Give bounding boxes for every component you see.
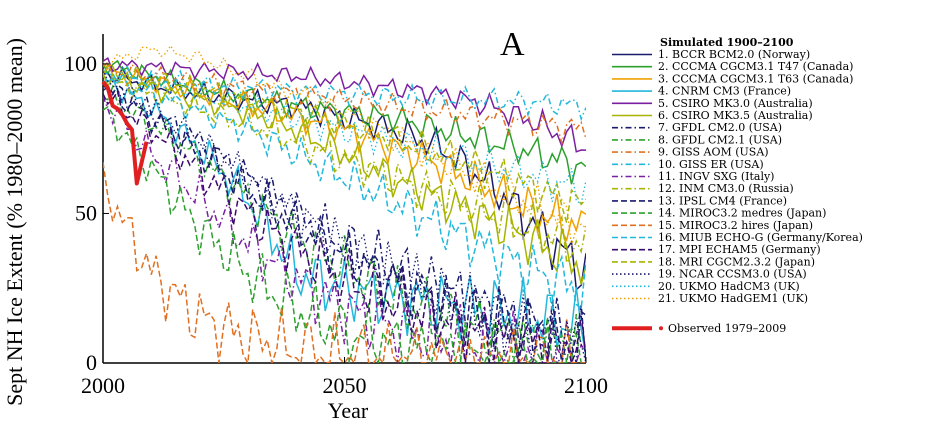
legend-marker-observed — [659, 326, 663, 331]
legend-entry: 1. BCCR BCM2.0 (Norway) — [658, 48, 810, 61]
legend-entry: 6. CSIRO MK3.5 (Australia) — [658, 109, 813, 122]
series-line — [103, 65, 586, 205]
legend-entry: 2. CCCMA CGCM3.1 T47 (Canada) — [658, 60, 853, 73]
legend-entry: 12. INM CM3.0 (Russia) — [658, 182, 794, 195]
series-line — [103, 105, 586, 363]
series-line — [103, 89, 586, 363]
x-axis-title: Year — [328, 398, 369, 423]
x-tick-label: 2050 — [323, 373, 367, 398]
series-line — [103, 44, 586, 246]
legend-entry: 4. CNRM CM3 (France) — [658, 85, 791, 98]
legend-entry: 13. IPSL CM4 (France) — [658, 194, 787, 207]
y-tick-label: 100 — [64, 51, 97, 76]
series-line — [103, 61, 586, 147]
tick-labels: 2000 2050 2100 0 50 100 — [64, 51, 608, 398]
series-line — [103, 56, 586, 153]
legend-entry-observed: Observed 1979–2009 — [668, 322, 786, 335]
x-tick-label: 2000 — [81, 373, 125, 398]
observed-line-group — [101, 80, 149, 186]
legend-title: Simulated 1900–2100 — [660, 36, 794, 49]
series-line — [103, 69, 586, 363]
y-tick-label: 50 — [75, 200, 97, 225]
legend-entry: 9. GISS AOM (USA) — [658, 146, 769, 159]
legend-entry: 7. GFDL CM2.0 (USA) — [658, 121, 782, 134]
legend-entry: 18. MRI CGCM2.3.2 (Japan) — [658, 255, 815, 268]
legend-entry: 19. NCAR CCSM3.0 (USA) — [658, 268, 807, 281]
series-line — [103, 71, 586, 311]
y-axis-title: Sept NH Ice Extent (% 1980–2000 mean) — [2, 38, 27, 406]
legend-entry: 20. UKMO HadCM3 (UK) — [658, 280, 800, 293]
series-line — [103, 72, 586, 265]
series-line — [103, 95, 586, 363]
legend-entry: 10. GISS ER (USA) — [658, 158, 764, 171]
series-line — [103, 64, 586, 122]
legend-entry: 15. MIROC3.2 hires (Japan) — [658, 219, 813, 232]
legend-entry: 8. GFDL CM2.1 (USA) — [658, 133, 782, 146]
series-line — [103, 85, 586, 363]
legend: Simulated 1900–2100 1. BCCR BCM2.0 (Norw… — [612, 36, 863, 335]
y-tick-label: 0 — [86, 350, 97, 375]
panel-label: A — [500, 26, 525, 63]
legend-entry: 16. MIUB ECHO-G (Germany/Korea) — [658, 231, 863, 244]
legend-entry: 5. CSIRO MK3.0 (Australia) — [658, 97, 813, 110]
legend-entry: 11. INGV SXG (Italy) — [658, 170, 774, 183]
observed-line — [101, 80, 149, 186]
series-line — [103, 71, 586, 285]
series-line — [103, 63, 586, 224]
x-tick-label: 2100 — [564, 373, 608, 398]
series-lines — [103, 44, 586, 363]
legend-entry: 3. CCCMA CGCM3.1 T63 (Canada) — [658, 72, 853, 85]
legend-entry: 17. MPI ECHAM5 (Germany) — [658, 243, 821, 256]
series-line — [103, 84, 586, 363]
series-line — [103, 59, 586, 185]
legend-entry: 14. MIROC3.2 medres (Japan) — [658, 207, 826, 220]
legend-entry: 21. UKMO HadGEM1 (UK) — [658, 292, 808, 305]
